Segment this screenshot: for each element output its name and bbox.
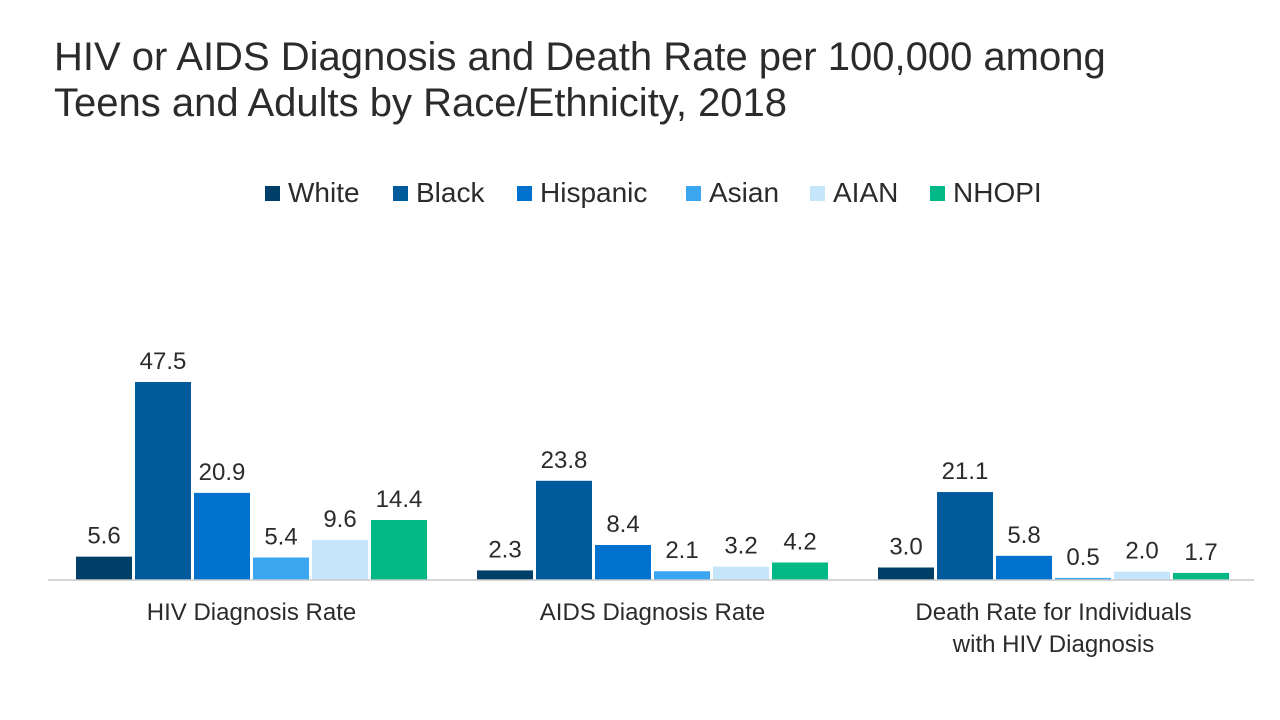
bar-asian-death-rate-for-individuals [1055, 577, 1111, 580]
legend-label-white: White [288, 177, 360, 208]
category-label-death-rate-for-individuals-line-1: Death Rate for Individuals [915, 599, 1191, 626]
data-label-aian-aids-diagnosis-rate: 3.2 [724, 533, 757, 560]
bar-aian-hiv-diagnosis-rate [312, 539, 368, 580]
legend-label-asian: Asian [709, 177, 779, 208]
data-label-hispanic-hiv-diagnosis-rate: 20.9 [199, 459, 246, 486]
legend-label-black: Black [416, 177, 485, 208]
legend-label-nhopi: NHOPI [953, 177, 1042, 208]
bar-asian-aids-diagnosis-rate [654, 571, 710, 580]
data-label-asian-death-rate-for-individuals: 0.5 [1066, 544, 1099, 571]
bar-white-aids-diagnosis-rate [477, 570, 533, 580]
bar-white-hiv-diagnosis-rate [76, 556, 132, 580]
legend-item-black: Black [393, 177, 485, 208]
bar-nhopi-hiv-diagnosis-rate [371, 519, 427, 580]
legend-swatch-aian [810, 186, 825, 201]
bar-hispanic-hiv-diagnosis-rate [194, 492, 250, 580]
data-label-hispanic-aids-diagnosis-rate: 8.4 [606, 511, 639, 538]
legend-item-aian: AIAN [810, 177, 898, 208]
bar-nhopi-aids-diagnosis-rate [772, 562, 828, 580]
data-label-nhopi-death-rate-for-individuals: 1.7 [1184, 539, 1217, 566]
data-label-white-hiv-diagnosis-rate: 5.6 [87, 523, 120, 550]
data-label-aian-hiv-diagnosis-rate: 9.6 [323, 506, 356, 533]
bar-hispanic-death-rate-for-individuals [996, 555, 1052, 580]
data-label-asian-aids-diagnosis-rate: 2.1 [665, 537, 698, 564]
data-label-black-aids-diagnosis-rate: 23.8 [541, 447, 588, 474]
legend-swatch-black [393, 186, 408, 201]
data-labels-group: 5.6 2.3 3.0 47.5 23.8 21.1 20.9 8.4 5.8 5.4 2.1 0.5… [87, 348, 1217, 571]
data-label-asian-hiv-diagnosis-rate: 5.4 [264, 523, 297, 550]
legend-swatch-white [265, 186, 280, 201]
data-label-hispanic-death-rate-for-individuals: 5.8 [1007, 522, 1040, 549]
bar-white-death-rate-for-individuals [878, 567, 934, 580]
chart-title: HIV or AIDS Diagnosis and Death Rate per… [54, 34, 1234, 126]
data-label-nhopi-hiv-diagnosis-rate: 14.4 [376, 486, 423, 513]
legend-item-nhopi: NHOPI [930, 177, 1042, 208]
legend-item-hispanic: Hispanic [517, 177, 647, 208]
bar-black-aids-diagnosis-rate [536, 480, 592, 580]
category-label-death-rate-for-individuals-line-2: with HIV Diagnosis [952, 631, 1154, 658]
bar-series-group [76, 382, 1229, 580]
data-label-white-death-rate-for-individuals: 3.0 [889, 533, 922, 560]
bar-nhopi-death-rate-for-individuals [1173, 572, 1229, 580]
legend-item-asian: Asian [686, 177, 779, 208]
data-label-nhopi-aids-diagnosis-rate: 4.2 [783, 528, 816, 555]
legend-label-hispanic: Hispanic [540, 177, 647, 208]
chart-title-line-1: HIV or AIDS Diagnosis and Death Rate per… [54, 35, 1106, 79]
bar-black-death-rate-for-individuals [937, 492, 993, 580]
category-labels-group: HIV Diagnosis Rate AIDS Diagnosis Rate Dea… [147, 599, 1192, 658]
chart-title-line-2: Teens and Adults by Race/Ethnicity, 2018 [54, 81, 788, 125]
legend-label-aian: AIAN [833, 177, 898, 208]
category-label-hiv-diagnosis-rate: HIV Diagnosis Rate [147, 599, 356, 626]
bar-hispanic-aids-diagnosis-rate [595, 544, 651, 580]
bar-aian-aids-diagnosis-rate [713, 566, 769, 580]
legend-swatch-hispanic [517, 186, 532, 201]
data-label-black-hiv-diagnosis-rate: 47.5 [140, 348, 187, 375]
legend-swatch-asian [686, 186, 701, 201]
data-label-black-death-rate-for-individuals: 21.1 [942, 458, 989, 485]
bar-asian-hiv-diagnosis-rate [253, 557, 309, 580]
data-label-white-aids-diagnosis-rate: 2.3 [488, 536, 521, 563]
data-label-aian-death-rate-for-individuals: 2.0 [1125, 538, 1158, 565]
bar-aian-death-rate-for-individuals [1114, 571, 1170, 580]
bar-black-hiv-diagnosis-rate [135, 382, 191, 580]
legend-swatch-nhopi [930, 186, 945, 201]
chart-legend: White Black Hispanic Asian AIAN NHOPI [265, 177, 1042, 208]
category-label-aids-diagnosis-rate: AIDS Diagnosis Rate [540, 599, 765, 626]
legend-item-white: White [265, 177, 360, 208]
